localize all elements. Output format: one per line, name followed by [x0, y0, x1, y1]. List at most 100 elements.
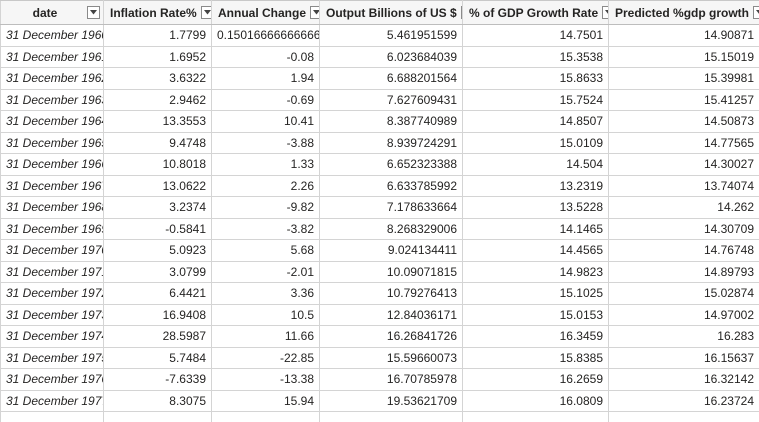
predicted-cell[interactable]: 13.74074	[609, 175, 759, 197]
inflation-cell[interactable]: 3.0799	[104, 261, 212, 283]
gdp-growth-cell[interactable]: 13.5228	[463, 197, 609, 219]
column-header-inflation[interactable]: Inflation Rate%	[104, 1, 212, 25]
gdp-growth-cell[interactable]: 14.7501	[463, 25, 609, 47]
gdp-growth-cell[interactable]: 15.0153	[463, 304, 609, 326]
date-cell[interactable]: 31 December 1971	[1, 261, 104, 283]
annual-change-cell[interactable]: -13.38	[212, 369, 320, 391]
output-cell[interactable]: 6.023684039	[320, 46, 463, 68]
gdp-growth-cell[interactable]: 16.2659	[463, 369, 609, 391]
gdp-growth-cell[interactable]: 15.0109	[463, 132, 609, 154]
column-header-annual-change[interactable]: Annual Change	[212, 1, 320, 25]
date-cell[interactable]: 31 December 1962	[1, 68, 104, 90]
annual-change-cell[interactable]: -3.82	[212, 218, 320, 240]
column-header-output[interactable]: Output Billions of US $	[320, 1, 463, 25]
predicted-cell[interactable]: 14.89793	[609, 261, 759, 283]
annual-change-cell[interactable]: 10.5	[212, 304, 320, 326]
date-cell[interactable]: 31 December 1961	[1, 46, 104, 68]
predicted-cell[interactable]: 16.283	[609, 326, 759, 348]
predicted-cell[interactable]: 14.76748	[609, 240, 759, 262]
date-cell[interactable]: 31 December 1974	[1, 326, 104, 348]
annual-change-cell[interactable]: 0.150166666666666	[212, 25, 320, 47]
inflation-cell[interactable]: -0.5841	[104, 218, 212, 240]
output-cell[interactable]: 7.178633664	[320, 197, 463, 219]
date-cell[interactable]: 31 December 1967	[1, 175, 104, 197]
predicted-cell[interactable]: 14.30709	[609, 218, 759, 240]
inflation-cell[interactable]: 8.3075	[104, 390, 212, 412]
gdp-growth-cell[interactable]: 15.7524	[463, 89, 609, 111]
inflation-cell[interactable]: 5.7484	[104, 347, 212, 369]
inflation-cell[interactable]: 1.7799	[104, 25, 212, 47]
inflation-cell[interactable]: 16.9408	[104, 304, 212, 326]
inflation-cell[interactable]: 13.0622	[104, 175, 212, 197]
output-cell[interactable]: 6.652323388	[320, 154, 463, 176]
gdp-growth-cell[interactable]: 16.0809	[463, 390, 609, 412]
date-cell[interactable]: 31 December 1968	[1, 197, 104, 219]
annual-change-cell[interactable]: 1.33	[212, 154, 320, 176]
predicted-cell[interactable]: 14.50873	[609, 111, 759, 133]
output-cell[interactable]: 9.024134411	[320, 240, 463, 262]
filter-dropdown-icon[interactable]	[753, 6, 759, 19]
inflation-cell[interactable]: 3.2374	[104, 197, 212, 219]
annual-change-cell[interactable]: 11.66	[212, 326, 320, 348]
output-cell[interactable]: 6.633785992	[320, 175, 463, 197]
annual-change-cell[interactable]: -2.01	[212, 261, 320, 283]
output-cell[interactable]: 5.461951599	[320, 25, 463, 47]
annual-change-cell[interactable]: 2.26	[212, 175, 320, 197]
date-cell[interactable]: 31 December 1965	[1, 132, 104, 154]
predicted-cell[interactable]: 15.39981	[609, 68, 759, 90]
predicted-cell[interactable]: 16.23724	[609, 390, 759, 412]
filter-dropdown-icon[interactable]	[310, 6, 319, 19]
predicted-cell[interactable]: 14.30027	[609, 154, 759, 176]
gdp-growth-cell[interactable]: 14.4565	[463, 240, 609, 262]
gdp-growth-cell[interactable]: 14.8507	[463, 111, 609, 133]
filter-dropdown-icon[interactable]	[602, 6, 608, 19]
inflation-cell[interactable]: 3.6322	[104, 68, 212, 90]
predicted-cell[interactable]: 14.97002	[609, 304, 759, 326]
output-cell[interactable]: 8.268329006	[320, 218, 463, 240]
predicted-cell[interactable]: 14.77565	[609, 132, 759, 154]
output-cell[interactable]: 7.627609431	[320, 89, 463, 111]
date-cell[interactable]: 31 December 1970	[1, 240, 104, 262]
output-cell[interactable]: 16.70785978	[320, 369, 463, 391]
annual-change-cell[interactable]: 10.41	[212, 111, 320, 133]
predicted-cell[interactable]: 14.90871	[609, 25, 759, 47]
date-cell[interactable]: 31 December 1976	[1, 369, 104, 391]
predicted-cell[interactable]: 15.15019	[609, 46, 759, 68]
inflation-cell[interactable]: 13.3553	[104, 111, 212, 133]
date-cell[interactable]: 31 December 1960	[1, 25, 104, 47]
output-cell[interactable]: 16.26841726	[320, 326, 463, 348]
annual-change-cell[interactable]: -3.88	[212, 132, 320, 154]
predicted-cell[interactable]: 15.41257	[609, 89, 759, 111]
output-cell[interactable]: 15.59660073	[320, 347, 463, 369]
date-cell[interactable]: 31 December 1973	[1, 304, 104, 326]
date-cell[interactable]: 31 December 1972	[1, 283, 104, 305]
column-header-gdp-growth[interactable]: % of GDP Growth Rate	[463, 1, 609, 25]
inflation-cell[interactable]: 6.4421	[104, 283, 212, 305]
date-cell[interactable]: 31 December 1977	[1, 390, 104, 412]
predicted-cell[interactable]: 16.32142	[609, 369, 759, 391]
gdp-growth-cell[interactable]: 15.8633	[463, 68, 609, 90]
annual-change-cell[interactable]: -0.08	[212, 46, 320, 68]
inflation-cell[interactable]: 2.9462	[104, 89, 212, 111]
gdp-growth-cell[interactable]: 14.504	[463, 154, 609, 176]
output-cell[interactable]: 10.79276413	[320, 283, 463, 305]
predicted-cell[interactable]: 15.02874	[609, 283, 759, 305]
annual-change-cell[interactable]: -0.69	[212, 89, 320, 111]
annual-change-cell[interactable]: -9.82	[212, 197, 320, 219]
annual-change-cell[interactable]: 1.94	[212, 68, 320, 90]
output-cell[interactable]: 8.939724291	[320, 132, 463, 154]
